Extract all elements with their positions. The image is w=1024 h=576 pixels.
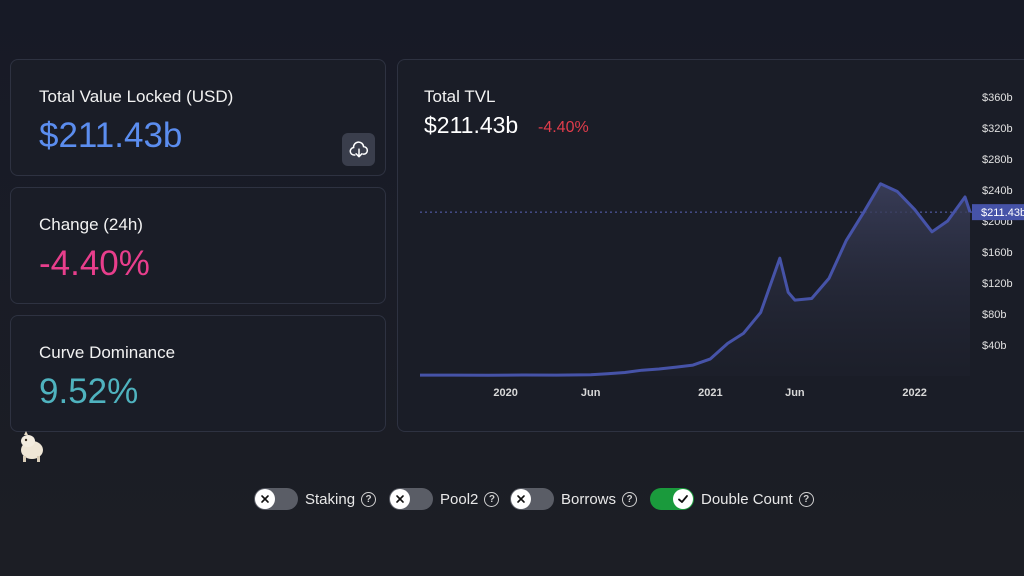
chart-title: Total TVL	[424, 87, 496, 106]
dominance-value: 9.52%	[39, 372, 139, 411]
dominance-card: Curve Dominance 9.52%	[10, 315, 386, 432]
tvl-area-fill	[420, 183, 970, 376]
x-icon	[255, 489, 275, 509]
current-value-badge	[972, 204, 1024, 221]
borrows-switch[interactable]	[510, 488, 554, 510]
tvl-chart-card: $40b $80b $120b $160b $200b $240b $280b $320b $3…	[397, 59, 1024, 432]
borrows-label: Borrows	[561, 490, 617, 508]
tvl-value: $211.43b	[39, 116, 183, 155]
download-csv-button[interactable]	[342, 133, 375, 166]
check-icon	[673, 489, 693, 509]
y-tick-label: $160b	[982, 247, 1013, 259]
change-value: -4.40%	[39, 244, 150, 283]
help-icon[interactable]: ?	[361, 491, 377, 507]
change-card: Change (24h) -4.40%	[10, 187, 386, 304]
double-count-switch[interactable]	[650, 488, 694, 510]
y-tick-label: $120b	[982, 278, 1013, 290]
tvl-label: Total Value Locked (USD)	[39, 87, 234, 106]
x-icon	[511, 489, 531, 509]
borrows-toggle[interactable]: Borrows ?	[510, 487, 638, 511]
chart-total-value: $211.43b	[424, 112, 519, 138]
x-tick-label: Jun	[581, 387, 601, 399]
change-label: Change (24h)	[39, 215, 143, 234]
current-value-label: $211.43b	[981, 207, 1024, 219]
pool2-toggle[interactable]: Pool2 ?	[389, 487, 500, 511]
y-tick-label: $80b	[982, 309, 1006, 321]
x-icon	[390, 489, 410, 509]
x-tick-label: 2021	[698, 387, 722, 399]
tvl-chart[interactable]: $40b$80b$120b$160b$200b$240b$280b$320b$3…	[398, 60, 1024, 433]
staking-toggle[interactable]: Staking ?	[254, 487, 377, 511]
help-icon[interactable]: ?	[484, 491, 500, 507]
help-icon[interactable]: ?	[798, 491, 814, 507]
pool2-label: Pool2	[440, 490, 479, 508]
x-tick-label: Jun	[785, 387, 805, 399]
y-tick-label: $240b	[982, 185, 1013, 197]
llama-mascot-icon	[21, 431, 43, 462]
cloud-download-icon	[349, 140, 368, 157]
y-tick-label: $360b	[982, 92, 1013, 104]
x-tick-label: 2022	[902, 387, 926, 399]
chart-change-value: -4.40%	[538, 119, 589, 136]
tvl-series-line	[420, 182, 972, 377]
staking-label: Staking	[305, 490, 356, 508]
double-count-toggle[interactable]: Double Count ?	[650, 487, 814, 511]
double-count-label: Double Count	[701, 490, 793, 508]
pool2-switch[interactable]	[389, 488, 433, 510]
dominance-label: Curve Dominance	[39, 343, 176, 362]
y-tick-label: $320b	[982, 123, 1013, 135]
tvl-options-toggles: Staking ? Pool2 ? Borrows ? Double Count…	[0, 487, 1024, 511]
y-tick-label: $40b	[982, 340, 1006, 352]
staking-switch[interactable]	[254, 488, 298, 510]
tvl-card: Total Value Locked (USD) $211.43b	[10, 59, 386, 176]
y-tick-label: $280b	[982, 154, 1013, 166]
x-tick-label: 2020	[493, 387, 517, 399]
help-icon[interactable]: ?	[622, 491, 638, 507]
